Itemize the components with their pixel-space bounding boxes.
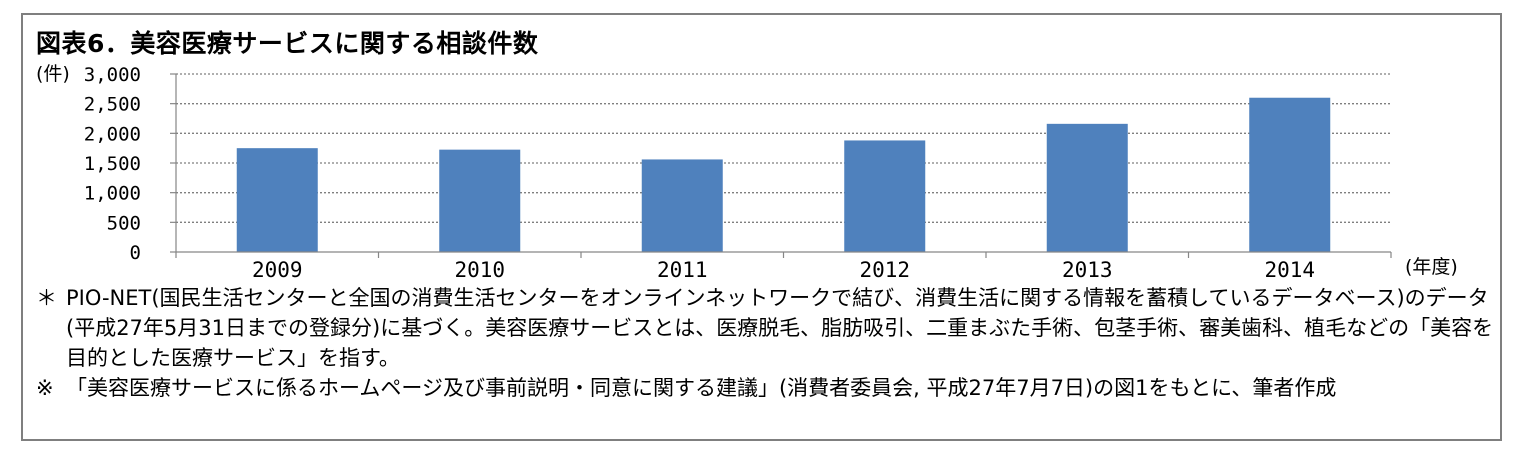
y-tick-labels: 0 500 1,000 1,500 2,000 2,500 3,000 <box>84 64 141 264</box>
x-tick-labels: 2009 2010 2011 2012 2013 2014 <box>252 258 1315 282</box>
footnote-2-text: 「美容医療サービスに係るホームページ及び事前説明・同意に関する建議」(消費者委員… <box>66 376 1337 400</box>
footnotes: ＊ PIO-NET(国民生活センターと全国の消費生活センターをオンラインネットワ… <box>36 283 1496 403</box>
x-tick-label: 2009 <box>252 258 303 282</box>
x-tick-label: 2014 <box>1264 258 1315 282</box>
footnote-1-mark: ＊ <box>36 286 57 310</box>
y-tick-label: 2,000 <box>84 123 141 145</box>
gridlines <box>176 73 1391 223</box>
y-tick-label: 3,000 <box>84 64 141 86</box>
y-tick-label: 2,500 <box>84 94 141 116</box>
figure-frame <box>21 13 1502 441</box>
x-tick-label: 2012 <box>859 258 910 282</box>
x-tick-label: 2011 <box>657 258 708 282</box>
axes <box>170 73 1392 258</box>
x-axis-unit-label: (年度) <box>1405 256 1458 278</box>
footnote-2: ※ 「美容医療サービスに係るホームページ及び事前説明・同意に関する建議」(消費者… <box>36 373 1496 403</box>
x-tick-label: 2013 <box>1062 258 1113 282</box>
y-tick-label: 0 <box>130 242 141 264</box>
bar-2012 <box>844 140 926 252</box>
chart-title: 図表6．美容医療サービスに関する相談件数 <box>36 29 539 58</box>
footnote-2-mark: ※ <box>36 376 54 400</box>
y-tick-label: 500 <box>107 212 141 234</box>
y-axis-unit-label: (件) <box>36 63 70 85</box>
y-tick-label: 1,500 <box>84 153 141 175</box>
bars <box>236 97 1331 252</box>
footnote-1: ＊ PIO-NET(国民生活センターと全国の消費生活センターをオンラインネットワ… <box>36 283 1496 373</box>
y-tick-label: 1,000 <box>84 183 141 205</box>
bar-2014 <box>1249 97 1331 252</box>
x-tick-label: 2010 <box>454 258 505 282</box>
footnote-1-text: PIO-NET(国民生活センターと全国の消費生活センターをオンラインネットワーク… <box>66 286 1494 370</box>
bar-2011 <box>641 159 723 252</box>
bar-2013 <box>1046 123 1128 252</box>
bar-2010 <box>439 149 521 252</box>
bar-2009 <box>236 148 318 252</box>
